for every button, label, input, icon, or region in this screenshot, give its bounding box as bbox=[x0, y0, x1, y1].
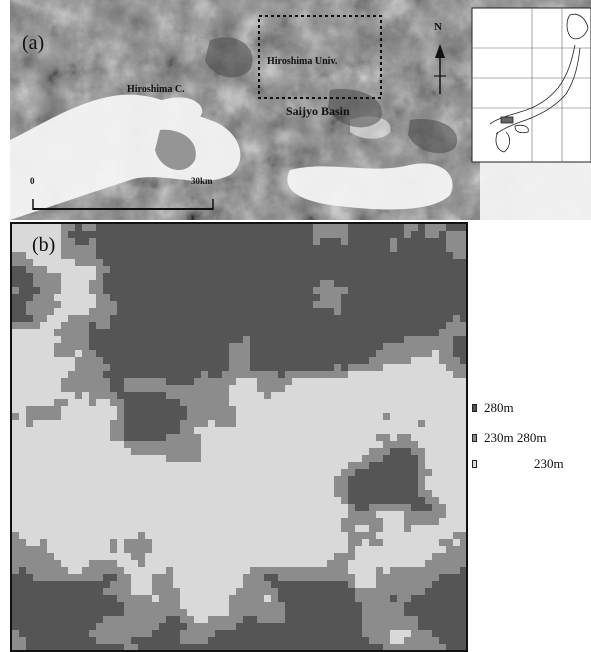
relief-map bbox=[10, 0, 591, 220]
legend-label-high: 280m bbox=[484, 400, 514, 415]
relief-map-panel: (a) Hiroshima C. Hiroshima Univ. Saijyo … bbox=[10, 0, 591, 220]
basin-label: Saijyo Basin bbox=[286, 104, 350, 118]
japan-inset-map bbox=[471, 7, 591, 163]
panel-a-label: (a) bbox=[22, 32, 45, 54]
city-label: Hiroshima C. bbox=[127, 84, 185, 95]
legend-label-mid: 230m 280m bbox=[484, 430, 547, 445]
elevation-raster-panel: (b) bbox=[10, 222, 468, 652]
univ-label: Hiroshima Univ. bbox=[267, 56, 338, 67]
scale-start-label: 0 bbox=[30, 176, 35, 186]
scale-bar bbox=[32, 199, 214, 210]
panel-b-label: (b) bbox=[32, 234, 56, 256]
north-label: N bbox=[434, 21, 442, 33]
study-area-box bbox=[258, 15, 382, 99]
legend-swatch-mid bbox=[472, 434, 477, 442]
north-arrow-icon bbox=[434, 44, 446, 94]
elevation-raster bbox=[12, 224, 466, 650]
legend-swatch-high bbox=[472, 404, 477, 412]
scale-end-label: 30km bbox=[191, 176, 213, 186]
inset-location-marker bbox=[500, 116, 514, 124]
lowland-areas bbox=[10, 94, 591, 220]
legend-label-low: 230m bbox=[534, 456, 564, 471]
legend-swatch-low bbox=[472, 460, 477, 468]
